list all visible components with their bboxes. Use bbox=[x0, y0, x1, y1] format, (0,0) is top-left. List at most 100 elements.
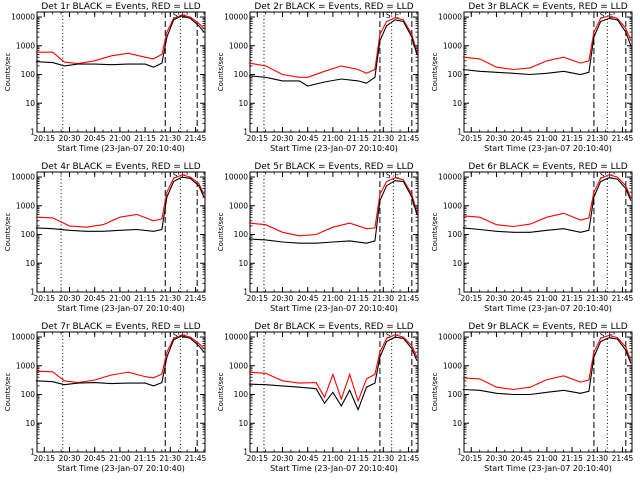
x-tick-label: 20:15 bbox=[460, 294, 482, 303]
y-axis-label: Counts/sec bbox=[217, 373, 225, 412]
x-tick-label: 21:00 bbox=[109, 454, 131, 463]
marker-label-e: E bbox=[394, 11, 399, 20]
x-tick-label: 21:15 bbox=[561, 294, 583, 303]
series-line-lld bbox=[462, 174, 632, 228]
y-tick-label: 10000 bbox=[11, 173, 35, 182]
y-tick-label: 10 bbox=[238, 259, 248, 268]
x-tick-label: 21:45 bbox=[612, 294, 634, 303]
x-tick-label: 21:15 bbox=[347, 454, 369, 463]
series-line-lld bbox=[35, 14, 205, 65]
y-axis-label: Counts/sec bbox=[217, 213, 225, 252]
x-tick-label: 21:15 bbox=[347, 134, 369, 143]
chart-svg: Det 9r BLACK = Events, RED = LLD 1 10 100 10… bbox=[431, 322, 634, 473]
series-line-events bbox=[35, 15, 205, 68]
plot-frame bbox=[36, 331, 206, 453]
chart-svg: Det 5r BLACK = Events, RED = LLD 1 10 100 10… bbox=[217, 162, 420, 313]
chart-svg: Det 3r BLACK = Events, RED = LLD 1 10 100 10… bbox=[431, 2, 634, 153]
marker-label-s: S bbox=[173, 11, 178, 20]
marker-label-e: E bbox=[608, 11, 613, 20]
x-tick-label: 21:00 bbox=[322, 294, 344, 303]
x-tick-label: 20:30 bbox=[486, 454, 508, 463]
chart-title: Det 6r BLACK = Events, RED = LLD bbox=[468, 162, 627, 172]
x-tick-label: 21:15 bbox=[134, 294, 156, 303]
plot-frame bbox=[36, 11, 206, 133]
x-axis-label: Start Time (23-Jan-07 20:10:40) bbox=[270, 304, 398, 313]
y-tick-label: 10000 bbox=[224, 333, 248, 342]
y-tick-label: 1 bbox=[30, 128, 35, 137]
x-axis-label: Start Time (23-Jan-07 20:10:40) bbox=[484, 144, 612, 153]
y-tick-label: 1 bbox=[457, 288, 462, 297]
x-tick-label: 20:45 bbox=[511, 454, 533, 463]
plot-frame bbox=[249, 331, 419, 453]
y-tick-label: 1 bbox=[243, 128, 248, 137]
y-tick-label: 1000 bbox=[16, 361, 35, 370]
chart-svg: Det 7r BLACK = Events, RED = LLD 1 10 100 10… bbox=[4, 322, 207, 473]
series-line-events bbox=[35, 335, 205, 387]
y-tick-label: 10 bbox=[452, 419, 462, 428]
x-tick-label: 21:00 bbox=[536, 294, 558, 303]
x-tick-label: 20:45 bbox=[84, 134, 106, 143]
x-tick-label: 20:15 bbox=[246, 454, 268, 463]
x-tick-label: 21:00 bbox=[322, 454, 344, 463]
chart-title: Det 3r BLACK = Events, RED = LLD bbox=[468, 2, 627, 12]
y-tick-label: 100 bbox=[21, 230, 36, 239]
chart-title: Det 4r BLACK = Events, RED = LLD bbox=[41, 162, 200, 172]
y-tick-label: 10 bbox=[238, 99, 248, 108]
series-line-events bbox=[35, 176, 205, 232]
y-tick-label: 10000 bbox=[224, 13, 248, 22]
series-line-lld bbox=[35, 334, 205, 384]
plot-frame bbox=[249, 11, 419, 133]
x-tick-label: 21:15 bbox=[561, 134, 583, 143]
marker-label-s: S bbox=[600, 331, 605, 340]
y-tick-label: 10000 bbox=[438, 333, 462, 342]
chart-title: Det 5r BLACK = Events, RED = LLD bbox=[254, 162, 413, 172]
y-tick-label: 10 bbox=[238, 419, 248, 428]
marker-label-s: S bbox=[386, 331, 391, 340]
chart-panel-4: Det 4r BLACK = Events, RED = LLD 1 10 100 10… bbox=[0, 160, 212, 320]
chart-panel-9: Det 9r BLACK = Events, RED = LLD 1 10 100 10… bbox=[427, 320, 639, 480]
x-tick-label: 21:45 bbox=[398, 134, 420, 143]
x-tick-label: 20:30 bbox=[59, 454, 81, 463]
chart-svg: Det 6r BLACK = Events, RED = LLD 1 10 100 10… bbox=[431, 162, 634, 313]
x-tick-label: 20:15 bbox=[33, 134, 55, 143]
x-tick-label: 20:30 bbox=[272, 454, 294, 463]
y-tick-label: 1000 bbox=[443, 361, 462, 370]
x-tick-label: 20:15 bbox=[460, 454, 482, 463]
x-tick-label: 21:15 bbox=[347, 294, 369, 303]
y-tick-label: 100 bbox=[448, 70, 463, 79]
y-tick-label: 1 bbox=[243, 288, 248, 297]
x-tick-label: 20:15 bbox=[33, 454, 55, 463]
chart-panel-3: Det 3r BLACK = Events, RED = LLD 1 10 100 10… bbox=[427, 0, 639, 160]
y-tick-label: 10000 bbox=[11, 333, 35, 342]
series-line-lld bbox=[248, 17, 418, 78]
chart-svg: Det 8r BLACK = Events, RED = LLD 1 10 100 10… bbox=[217, 322, 420, 473]
x-axis-label: Start Time (23-Jan-07 20:10:40) bbox=[57, 464, 185, 473]
marker-label-s: S bbox=[173, 171, 178, 180]
x-tick-label: 20:45 bbox=[84, 294, 106, 303]
x-tick-label: 21:00 bbox=[536, 134, 558, 143]
x-tick-label: 20:15 bbox=[246, 134, 268, 143]
y-tick-label: 1000 bbox=[229, 361, 248, 370]
series-line-lld bbox=[248, 177, 418, 237]
y-tick-label: 1 bbox=[243, 448, 248, 457]
x-tick-label: 21:15 bbox=[561, 454, 583, 463]
series-line-events bbox=[248, 180, 418, 244]
x-tick-label: 20:30 bbox=[59, 294, 81, 303]
chart-svg: Det 1r BLACK = Events, RED = LLD 1 10 100 10… bbox=[4, 2, 207, 153]
y-axis-label: Counts/sec bbox=[4, 373, 12, 412]
plot-frame bbox=[463, 331, 633, 453]
marker-label-s: S bbox=[386, 11, 391, 20]
x-tick-label: 21:45 bbox=[185, 134, 207, 143]
series-line-lld bbox=[35, 174, 205, 228]
x-axis-label: Start Time (23-Jan-07 20:10:40) bbox=[57, 304, 185, 313]
x-tick-label: 21:00 bbox=[322, 134, 344, 143]
x-tick-label: 20:45 bbox=[297, 294, 319, 303]
y-tick-label: 1000 bbox=[229, 201, 248, 210]
x-tick-label: 20:15 bbox=[33, 294, 55, 303]
series-line-lld bbox=[248, 334, 418, 403]
chart-title: Det 9r BLACK = Events, RED = LLD bbox=[468, 322, 627, 332]
marker-label-s: S bbox=[600, 171, 605, 180]
chart-panel-7: Det 7r BLACK = Events, RED = LLD 1 10 100 10… bbox=[0, 320, 212, 480]
x-axis-label: Start Time (23-Jan-07 20:10:40) bbox=[57, 144, 185, 153]
